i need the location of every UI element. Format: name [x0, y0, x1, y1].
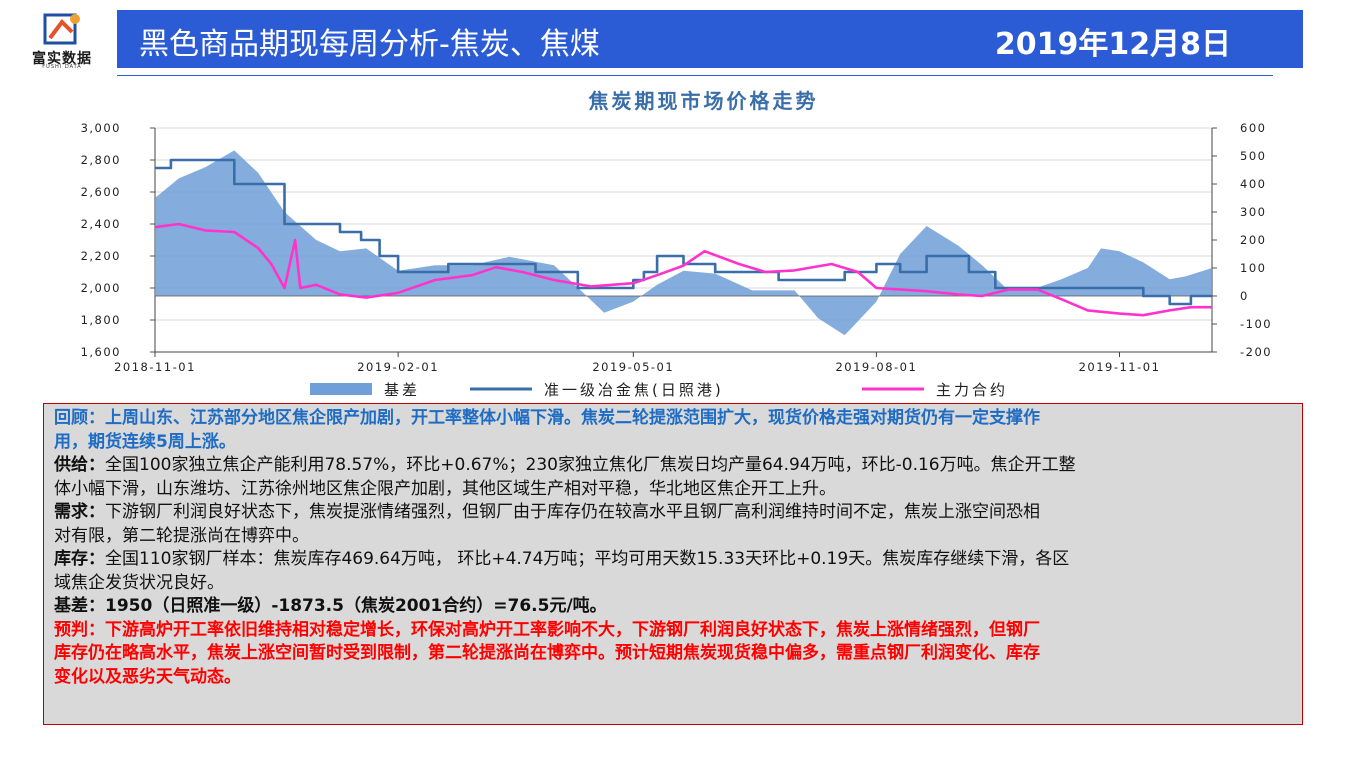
- y-left-tick-label: 1,800: [81, 313, 121, 327]
- y-right-tick-label: 100: [1240, 261, 1266, 275]
- futures-main-contract-line: [154, 222, 1212, 317]
- x-tick-label: 2019-08-01: [835, 360, 917, 374]
- y-left-tick-label: 2,000: [81, 281, 121, 295]
- y-right-tick-label: 400: [1240, 177, 1266, 191]
- coke-price-chart: 焦炭期现市场价格走势 3,000 2,800 2,600 2,400 2,200 2,000…: [81, 89, 1272, 399]
- spot-price-line: [155, 158, 1212, 306]
- y-right-tick-label: 600: [1240, 121, 1266, 135]
- y-left-tick-label: 2,400: [81, 217, 121, 231]
- y-left-tick-label: 3,000: [81, 121, 121, 135]
- inventory-text: 域焦企发货状况良好。: [54, 572, 224, 593]
- demand-paragraph: 需求：下游钢厂利润良好状态下，焦炭提涨情绪强烈，但钢厂由于库存仍在较高水平且钢厂…: [54, 501, 1292, 548]
- supply-text: 全国100家独立焦企产能利用78.57%，环比+0.67%；230家独立焦化厂焦…: [105, 455, 1076, 475]
- y-left-tick-label: 2,600: [81, 185, 121, 199]
- company-logo: 富实数据 FUSHI DATA: [14, 8, 110, 70]
- y-right-tick-label: 300: [1240, 205, 1266, 219]
- logo-mark-icon: [43, 13, 80, 45]
- y-left-tick-label: 2,800: [81, 153, 121, 167]
- forecast-line: 库存仍在略高水平，焦炭上涨空间暂时受到限制，第二轮提涨尚在博弈中。预计短期焦炭现…: [54, 643, 1040, 663]
- analysis-panel: 回顾：上周山东、江苏部分地区焦企限产加剧，开工率整体小幅下滑。焦炭二轮提涨范围扩…: [43, 403, 1303, 725]
- legend-swatch: [310, 383, 372, 395]
- page-title: 黑色商品期现每周分析-焦炭、焦煤: [139, 27, 600, 62]
- review-paragraph: 回顾：上周山东、江苏部分地区焦企限产加剧，开工率整体小幅下滑。焦炭二轮提涨范围扩…: [54, 407, 1292, 454]
- y-right-tick-label: 500: [1240, 149, 1266, 163]
- forecast-line: 变化以及恶劣天气动态。: [54, 666, 241, 687]
- legend-label: 基差: [384, 381, 420, 399]
- y-left-tick-label: 2,200: [81, 249, 121, 263]
- y-right-tick-label: 0: [1240, 289, 1249, 303]
- demand-text: 对有限，第二轮提涨尚在博弈中。: [54, 525, 309, 546]
- chart-title: 焦炭期现市场价格走势: [589, 89, 819, 113]
- demand-label: 需求：: [54, 502, 105, 522]
- demand-text: 下游钢厂利润良好状态下，焦炭提涨情绪强烈，但钢厂由于库存仍在较高水平且钢厂高利润…: [105, 502, 1040, 522]
- supply-text: 体小幅下滑，山东潍坊、江苏徐州地区焦企限产加剧，其他区域生产相对平稳，华北地区焦…: [54, 478, 836, 499]
- supply-label: 供给：: [54, 455, 105, 475]
- report-date: 2019年12月8日: [994, 27, 1231, 62]
- title-banner: 黑色商品期现每周分析-焦炭、焦煤 2019年12月8日: [117, 10, 1303, 68]
- x-tick-label: 2019-05-01: [592, 360, 674, 374]
- y-left-tick-label: 1,600: [81, 345, 121, 359]
- logo-subtext: FUSHI DATA: [42, 64, 82, 70]
- inventory-text: 全国110家钢厂样本：焦炭库存469.64万吨， 环比+4.74万吨；平均可用天…: [105, 549, 1070, 569]
- x-tick-label: 2019-11-01: [1079, 360, 1161, 374]
- basis-area-series: [155, 150, 1212, 336]
- y-right-tick-label: 200: [1240, 233, 1266, 247]
- legend-label: 主力合约: [936, 381, 1008, 399]
- x-tick-label: 2018-11-01: [114, 360, 196, 374]
- y-right-tick-label: -200: [1240, 345, 1272, 359]
- inventory-paragraph: 库存：全国110家钢厂样本：焦炭库存469.64万吨， 环比+4.74万吨；平均…: [54, 548, 1292, 595]
- x-tick-label: 2019-02-01: [357, 360, 439, 374]
- basis-paragraph: 基差：1950（日照准一级）-1873.5（焦炭2001合约）=76.5元/吨。: [54, 596, 607, 616]
- forecast-line: 预判：下游高炉开工率依旧维持相对稳定增长，环保对高炉开工率影响不大，下游钢厂利润…: [54, 619, 1040, 640]
- header-divider: [117, 75, 1273, 76]
- supply-paragraph: 供给：全国100家独立焦企产能利用78.57%，环比+0.67%；230家独立焦…: [54, 454, 1292, 501]
- review-line: 回顾：上周山东、江苏部分地区焦企限产加剧，开工率整体小幅下滑。焦炭二轮提涨范围扩…: [54, 408, 1040, 428]
- logo-text: 富实数据: [32, 51, 92, 67]
- forecast-paragraph: 预判：下游高炉开工率依旧维持相对稳定增长，环保对高炉开工率影响不大，下游钢厂利润…: [54, 619, 1292, 690]
- legend-label: 准一级冶金焦(日照港): [544, 381, 724, 399]
- review-line: 用，期货连续5周上涨。: [54, 431, 236, 452]
- y-right-tick-label: -100: [1240, 317, 1272, 331]
- inventory-label: 库存：: [54, 549, 105, 569]
